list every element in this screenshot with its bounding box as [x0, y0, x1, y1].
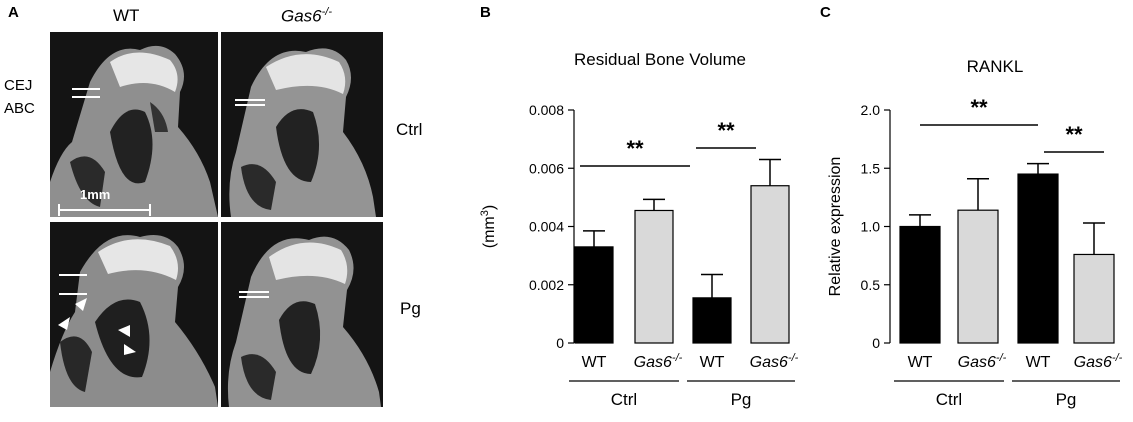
category-label-3: WT [700, 354, 725, 371]
arrowhead-1 [58, 317, 70, 330]
chart-title: RANKL [967, 57, 1024, 76]
row-label-pg: Pg [400, 299, 421, 318]
tooth-image-gas6-ctrl [229, 48, 376, 217]
significance-marker-2: ** [717, 118, 735, 143]
y-tick-label: 0.008 [529, 102, 564, 118]
y-tick-label: 0 [556, 335, 564, 351]
scale-bar-label: 1mm [80, 187, 111, 202]
bar-4 [1073, 253, 1115, 344]
significance-marker-1: ** [626, 136, 644, 161]
category-label-1: WT [582, 354, 607, 371]
bar-1 [899, 225, 941, 344]
microct-wt-ctrl: 1mm [50, 32, 218, 217]
panel-b-letter: B [480, 4, 491, 21]
y-tick-label: 0.5 [861, 277, 881, 293]
y-tick-label: 2.0 [861, 102, 881, 118]
bar-4 [750, 185, 790, 344]
significance-marker-2: ** [1065, 122, 1083, 147]
chart-residual-bone-volume: Residual Bone Volume 0 0.002 0.004 0.006 0.00… [479, 50, 799, 409]
y-tick-label: 1.0 [861, 219, 881, 235]
category-label-1: WT [908, 354, 933, 371]
chart-rankl: RANKL 0 0.5 1.0 1.5 2.0 Relative expression WT G… [827, 57, 1123, 409]
abc-label: ABC [4, 100, 35, 117]
group-label-2: Pg [731, 390, 752, 409]
microct-gas6-ctrl [221, 32, 383, 217]
group-label-1: Ctrl [936, 390, 962, 409]
group-label-2: Pg [1056, 390, 1077, 409]
arrowhead-3 [118, 325, 130, 337]
bar-2 [957, 209, 999, 344]
column-label-gas6-ko: Gas6-/- [281, 6, 333, 26]
column-label-wt: WT [113, 6, 140, 25]
bar-3 [1017, 173, 1059, 344]
significance-marker-1: ** [970, 95, 988, 120]
y-axis-label: (mm3) [479, 205, 498, 248]
tooth-image-gas6-pg [227, 236, 381, 407]
bar-1 [574, 246, 614, 344]
y-tick-label: 0.004 [529, 219, 564, 235]
tooth-image-wt-ctrl [50, 45, 218, 217]
cej-label: CEJ [4, 77, 33, 94]
tooth-image-wt-pg [50, 234, 218, 407]
y-tick-label: 0 [872, 335, 880, 351]
y-tick-label: 0.002 [529, 277, 564, 293]
arrowhead-4 [124, 344, 136, 355]
microct-gas6-pg [221, 222, 383, 407]
y-tick-label: 1.5 [861, 160, 881, 176]
y-tick-label: 0.006 [529, 160, 564, 176]
y-axis-label: Relative expression [827, 157, 844, 297]
bar-2 [634, 209, 674, 344]
category-label-3: WT [1026, 354, 1051, 371]
category-label-2: Gas6-/- [634, 352, 683, 371]
category-label-2: Gas6-/- [958, 352, 1007, 371]
panel-a-letter: A [8, 4, 19, 21]
chart-title: Residual Bone Volume [574, 50, 746, 69]
bar-3 [692, 297, 732, 344]
microct-wt-pg [50, 222, 218, 407]
row-label-ctrl: Ctrl [396, 120, 423, 139]
panel-c-letter: C [820, 4, 831, 21]
category-label-4: Gas6-/- [1074, 352, 1123, 371]
category-label-4: Gas6-/- [750, 352, 799, 371]
arrowhead-2 [75, 298, 87, 311]
group-label-1: Ctrl [611, 390, 637, 409]
